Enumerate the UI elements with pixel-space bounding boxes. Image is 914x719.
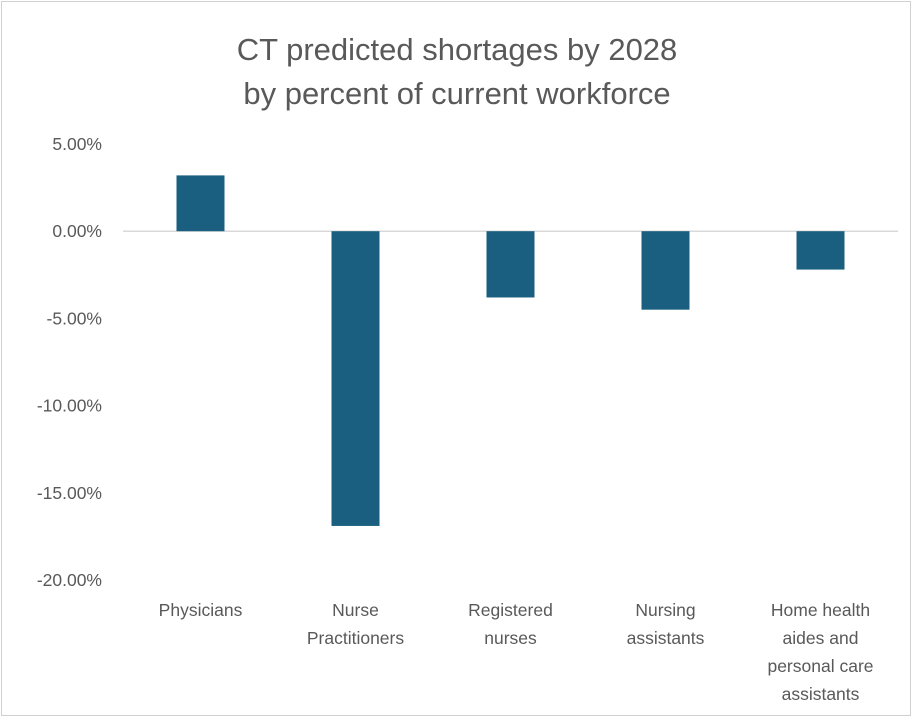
y-tick-label: 5.00% xyxy=(52,134,102,154)
x-category-label: Nursing assistants xyxy=(627,600,705,648)
y-axis: 5.00% 0.00% -5.00% -10.00% -15.00% -20.00% xyxy=(37,134,102,590)
bars xyxy=(176,175,845,526)
x-category-label: Nurse Practitioners xyxy=(307,600,405,648)
x-axis: Physicians Nurse Practitioners Registered nu… xyxy=(159,600,874,704)
bar xyxy=(331,231,380,526)
y-tick-label: -10.00% xyxy=(37,396,102,416)
x-category-label: Home health aides and personal care assista… xyxy=(767,600,873,704)
y-tick-label: -5.00% xyxy=(47,308,102,328)
bar xyxy=(796,231,845,270)
bar xyxy=(486,231,535,298)
chart-subtitle: by percent of current workforce xyxy=(243,76,671,111)
y-tick-label: -15.00% xyxy=(37,483,102,503)
bar xyxy=(641,231,690,310)
bar xyxy=(176,175,225,232)
x-category-label: Registered nurses xyxy=(468,600,553,648)
y-tick-label: 0.00% xyxy=(52,221,102,241)
y-tick-label: -20.00% xyxy=(37,570,102,590)
x-category-label: Physicians xyxy=(159,600,243,620)
chart-title: CT predicted shortages by 2028 xyxy=(236,32,678,67)
